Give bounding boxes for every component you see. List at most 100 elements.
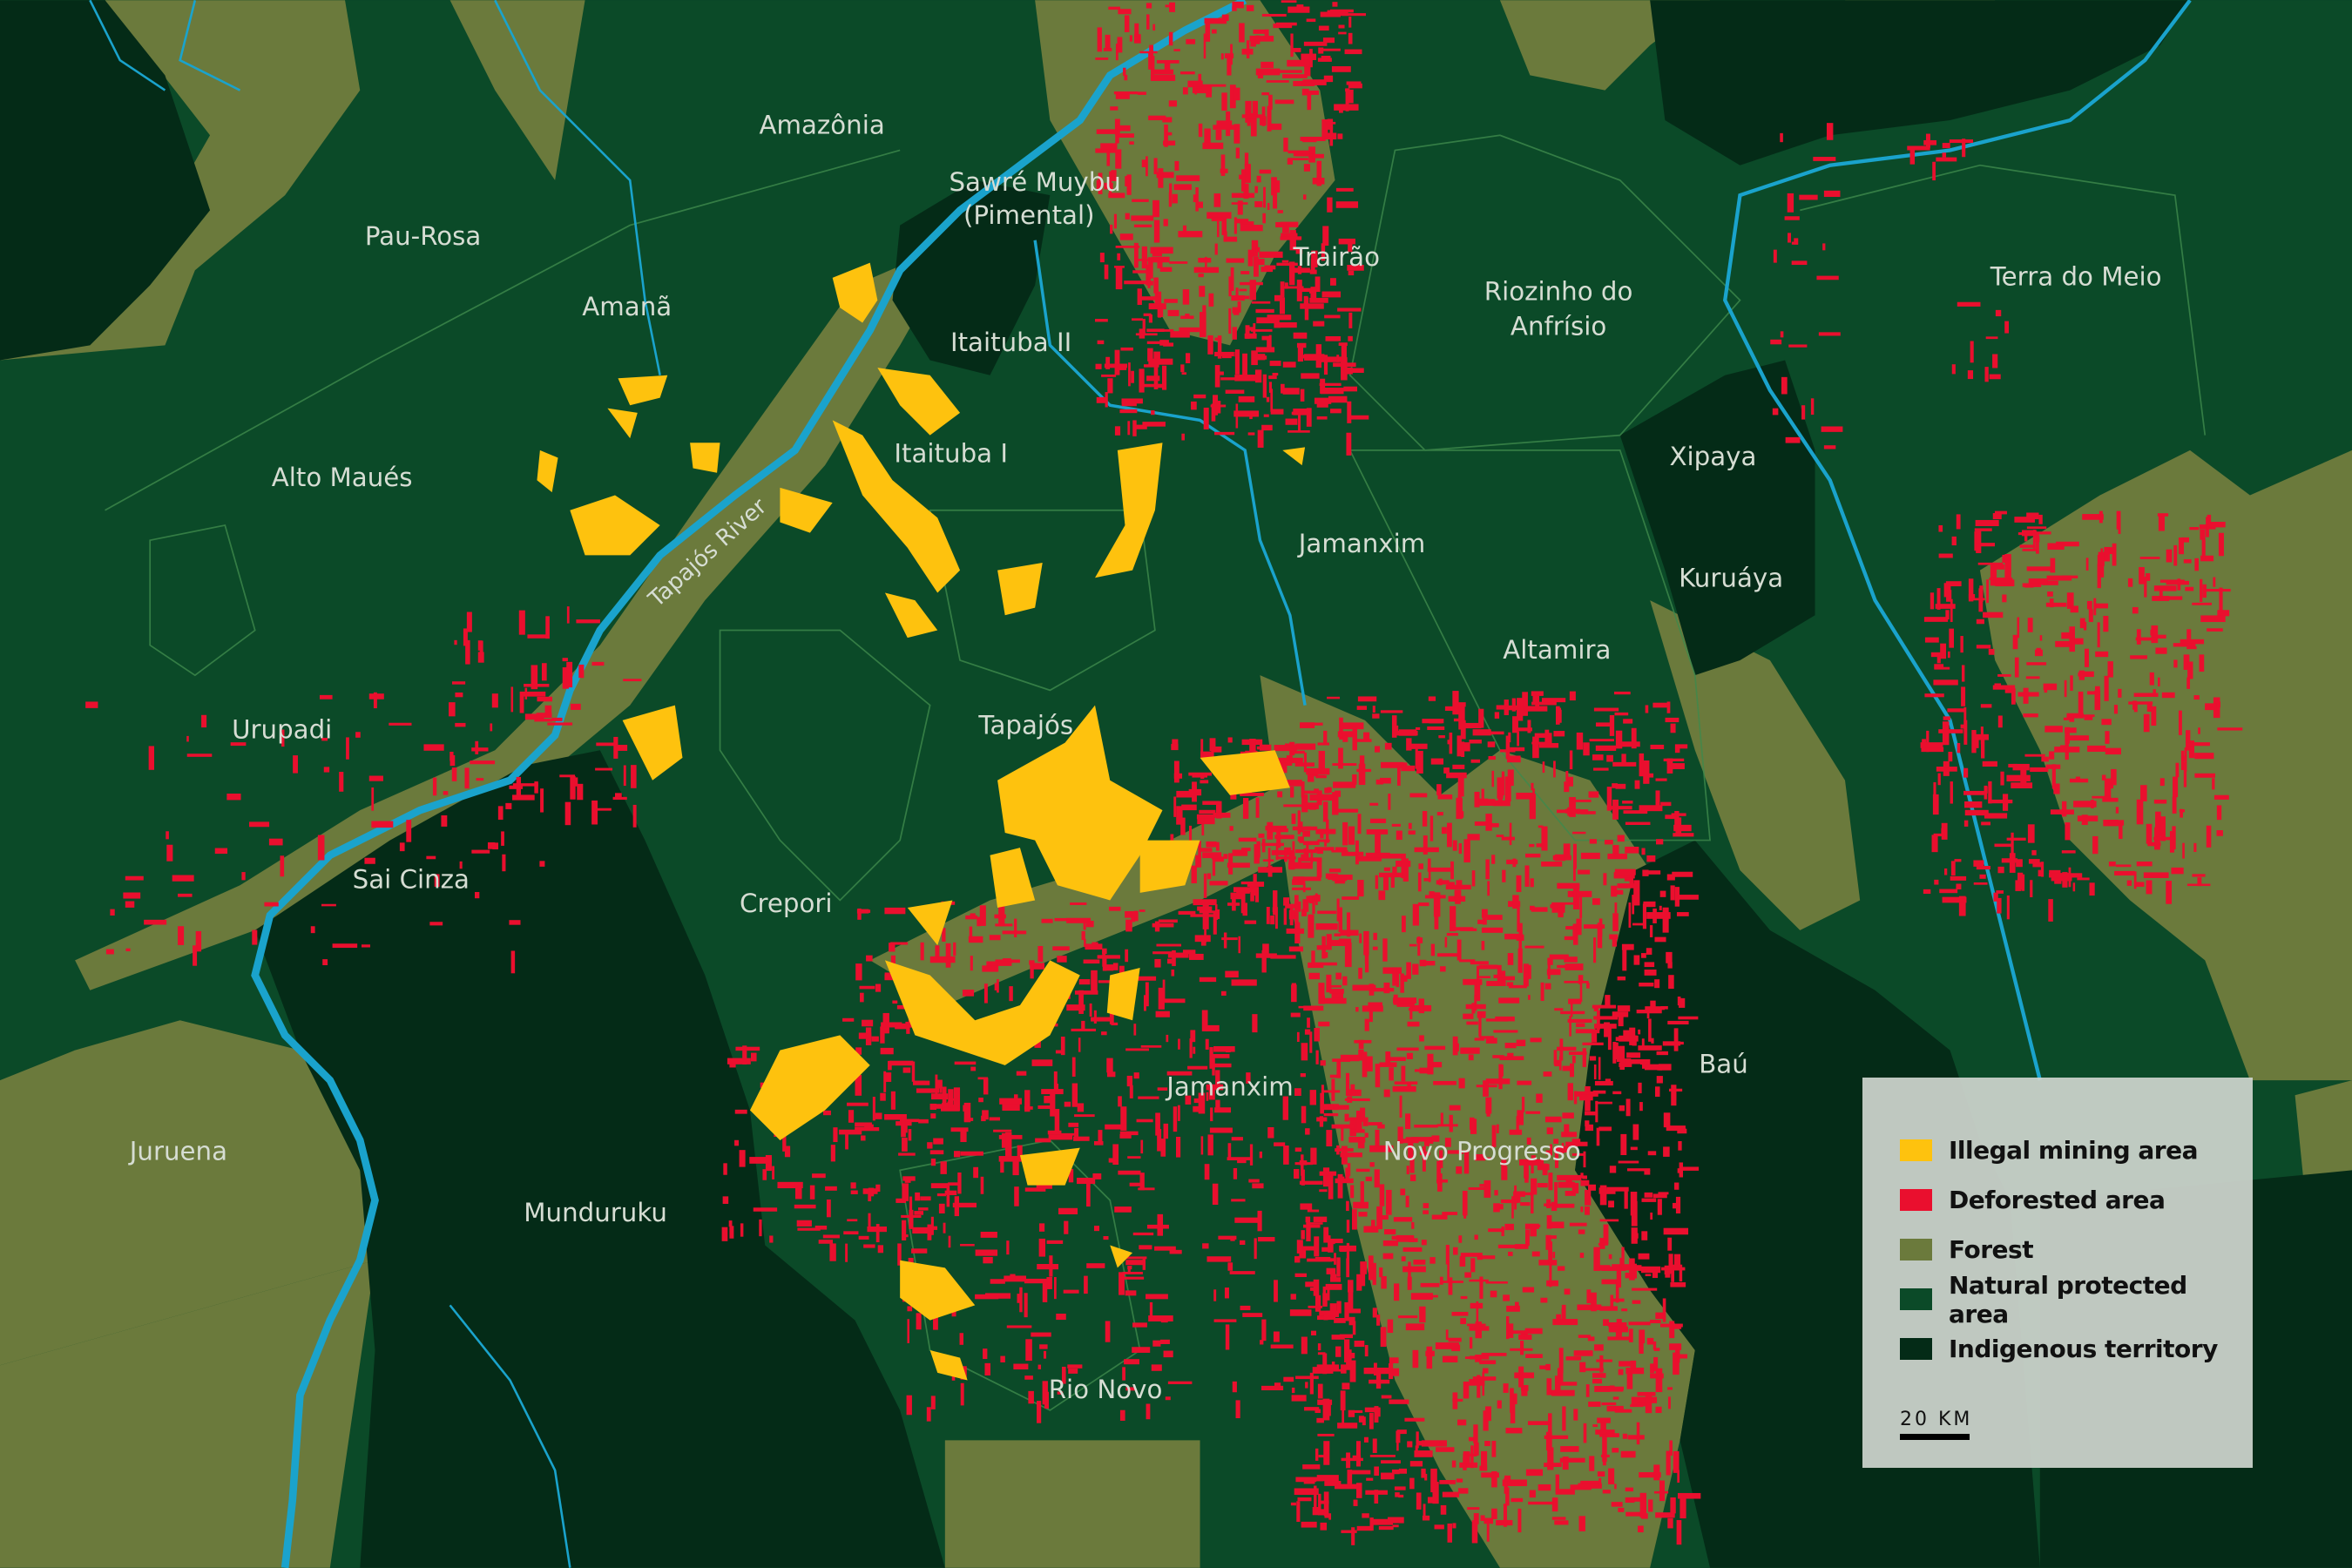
deforested-patch [936, 1079, 943, 1089]
deforested-patch [1964, 809, 1989, 816]
deforested-patch [2158, 677, 2160, 686]
deforested-patch [1571, 1152, 1585, 1156]
deforested-patch [2082, 514, 2104, 520]
deforested-patch [2205, 703, 2217, 711]
deforested-patch [434, 874, 440, 887]
deforested-patch [1424, 1045, 1446, 1051]
mining-area [990, 848, 1036, 909]
deforested-patch [1540, 982, 1544, 1001]
deforested-patch [1321, 952, 1328, 958]
deforested-patch [1564, 980, 1589, 983]
deforested-patch [1146, 1294, 1168, 1300]
deforested-patch [510, 950, 516, 974]
deforested-patch [1095, 148, 1116, 153]
deforested-patch [888, 1060, 892, 1071]
deforested-patch [1340, 722, 1364, 730]
deforested-patch [822, 1234, 840, 1239]
deforested-patch [1269, 361, 1281, 367]
deforested-patch [1512, 895, 1519, 909]
deforested-patch [1406, 962, 1411, 979]
deforested-patch [1427, 1053, 1434, 1075]
deforested-patch [1671, 1041, 1684, 1045]
deforested-patch [1315, 923, 1338, 930]
deforested-patch [1473, 1442, 1479, 1456]
deforested-patch [1546, 1215, 1552, 1229]
deforested-patch [509, 920, 521, 925]
deforested-patch [497, 806, 504, 820]
deforested-patch [1468, 1054, 1474, 1061]
deforested-patch [1670, 723, 1676, 733]
deforested-patch [1663, 1227, 1689, 1235]
deforested-patch [2171, 867, 2184, 875]
deforested-patch [1501, 1159, 1507, 1166]
deforested-patch [826, 1199, 831, 1218]
deforested-patch [1083, 959, 1100, 964]
deforested-patch [1992, 583, 2011, 586]
deforested-patch [902, 1067, 911, 1073]
deforested-patch [1506, 859, 1518, 865]
deforested-patch [2179, 809, 2186, 813]
deforested-patch [1284, 847, 1292, 854]
deforested-patch [909, 1196, 913, 1216]
deforested-patch [1132, 976, 1157, 981]
deforested-patch [2114, 870, 2135, 876]
deforested-patch [1427, 1497, 1436, 1504]
deforested-patch [1435, 1342, 1459, 1349]
deforested-patch [1157, 1213, 1164, 1236]
deforested-patch [2095, 603, 2109, 609]
deforested-patch [1562, 1065, 1571, 1071]
deforested-patch [1429, 1137, 1434, 1144]
deforested-patch [1482, 917, 1487, 925]
deforested-patch [1645, 1006, 1666, 1010]
deforested-patch [1282, 1096, 1288, 1120]
deforested-patch [1245, 325, 1250, 339]
deforested-patch [1213, 1289, 1217, 1301]
deforested-patch [1117, 37, 1123, 53]
deforested-patch [1416, 1441, 1440, 1446]
deforested-patch [995, 959, 1020, 963]
deforested-patch [1605, 1078, 1612, 1085]
deforested-patch [1248, 1179, 1260, 1183]
deforested-patch [1772, 408, 1779, 416]
deforested-patch [1206, 873, 1212, 880]
deforested-patch [1303, 1224, 1321, 1228]
deforested-patch [1381, 853, 1406, 859]
deforested-patch [1063, 1289, 1079, 1294]
deforested-patch [1438, 878, 1443, 886]
deforested-patch [1348, 1316, 1355, 1326]
deforested-patch [1514, 1301, 1519, 1311]
deforested-patch [1677, 1492, 1701, 1499]
deforested-patch [1631, 727, 1637, 749]
deforested-patch [2207, 628, 2223, 632]
deforested-patch [123, 892, 141, 899]
deforested-patch [1609, 1166, 1617, 1173]
deforested-patch [1247, 102, 1251, 126]
deforested-patch [2036, 532, 2039, 554]
deforested-patch [2219, 587, 2223, 612]
deforested-patch [1638, 1525, 1644, 1533]
deforested-patch [1097, 27, 1102, 52]
deforested-patch [944, 1190, 957, 1195]
deforested-patch [1477, 1157, 1491, 1160]
deforested-patch [1414, 847, 1439, 853]
deforested-patch [2065, 822, 2071, 841]
deforested-patch [914, 1211, 924, 1215]
deforested-patch [1205, 256, 1207, 270]
deforested-patch [1068, 1168, 1074, 1183]
deforested-patch [1427, 867, 1451, 872]
deforested-patch [918, 1119, 929, 1124]
deforested-patch [1261, 13, 1287, 17]
deforested-patch [1567, 776, 1573, 787]
deforested-patch [1048, 1134, 1073, 1140]
deforested-patch [1486, 915, 1503, 921]
deforested-patch [1308, 1305, 1323, 1308]
deforested-patch [1217, 335, 1222, 359]
deforested-patch [1187, 1065, 1208, 1070]
deforested-patch [1613, 691, 1631, 695]
deforested-patch [2084, 715, 2093, 720]
deforested-patch [1630, 1360, 1637, 1369]
deforested-patch [1634, 1265, 1642, 1271]
deforested-patch [1119, 1131, 1139, 1136]
deforested-patch [1182, 289, 1190, 305]
